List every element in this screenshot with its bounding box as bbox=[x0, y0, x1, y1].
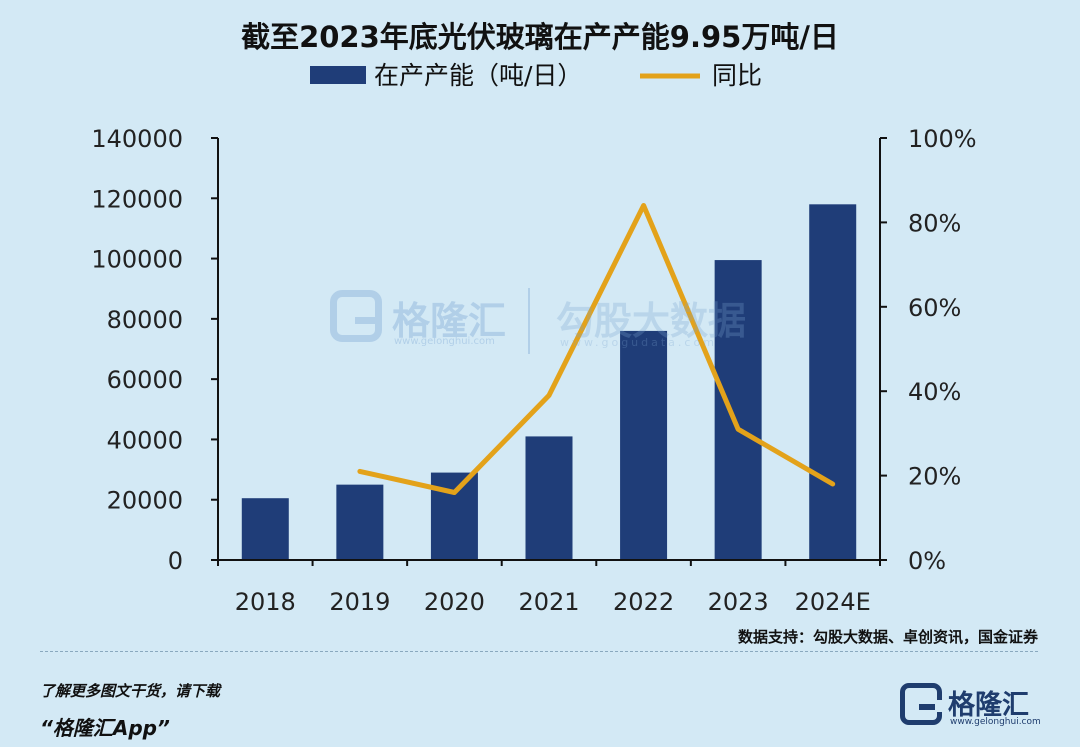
x-tick-label: 2019 bbox=[329, 588, 390, 616]
bar-2024E bbox=[809, 204, 857, 561]
legend-label-line: 同比 bbox=[712, 61, 762, 90]
bar-2020 bbox=[430, 472, 478, 560]
x-tick-label: 2021 bbox=[518, 588, 579, 616]
footer-url: www.gelonghui.com bbox=[950, 717, 1041, 727]
bar-2023 bbox=[714, 260, 762, 560]
left-tick-label: 60000 bbox=[107, 366, 183, 394]
gelonghui-logo-icon bbox=[900, 683, 942, 725]
footer-divider bbox=[40, 651, 1038, 652]
footer-logo: 格隆汇 www.gelonghui.com bbox=[900, 683, 1050, 733]
legend-swatch-bar bbox=[310, 66, 366, 84]
left-tick-label: 120000 bbox=[91, 185, 183, 213]
right-tick-label: 20% bbox=[908, 463, 961, 491]
bar-2018 bbox=[241, 498, 289, 560]
watermark-url-1: www.gelonghui.com bbox=[394, 336, 495, 347]
x-tick-label: 2020 bbox=[424, 588, 485, 616]
watermark-brand-2: 勾股大数据 bbox=[556, 299, 747, 343]
line-yoy bbox=[357, 203, 836, 495]
left-tick-label: 20000 bbox=[107, 487, 183, 515]
bar-2022 bbox=[620, 330, 668, 560]
right-tick-label: 100% bbox=[908, 125, 977, 153]
right-tick-label: 0% bbox=[908, 547, 946, 575]
watermark: 格隆汇 www.gelonghui.com 勾股大数据 www.gogudata… bbox=[330, 288, 770, 358]
source-note: 数据支持：勾股大数据、卓创资讯，国金证券 bbox=[737, 628, 1038, 646]
promo-text: 了解更多图文干货，请下载 bbox=[40, 682, 221, 700]
watermark-logo-icon bbox=[330, 290, 382, 342]
promo-app-name: “格隆汇App” bbox=[40, 716, 170, 740]
right-tick-label: 40% bbox=[908, 378, 961, 406]
right-tick-label: 80% bbox=[908, 209, 961, 237]
left-tick-label: 0 bbox=[168, 547, 183, 575]
legend-label-bar: 在产产能（吨/日） bbox=[374, 61, 582, 90]
watermark-separator bbox=[528, 288, 530, 354]
x-tick-label: 2024E bbox=[795, 588, 871, 616]
footer-brand: 格隆汇 bbox=[948, 690, 1029, 721]
left-tick-label: 40000 bbox=[107, 426, 183, 454]
chart-area: 在产产能（吨/日） 同比 0 20000 40000 60000 80000 100000 12… bbox=[91, 61, 977, 616]
right-tick-label: 60% bbox=[908, 294, 961, 322]
left-tick-label: 80000 bbox=[107, 306, 183, 334]
left-tick-label: 140000 bbox=[91, 125, 183, 153]
left-tick-label: 100000 bbox=[91, 246, 183, 274]
x-tick-label: 2023 bbox=[708, 588, 769, 616]
x-tick-label: 2018 bbox=[235, 588, 296, 616]
bar-2019 bbox=[336, 484, 384, 560]
chart-title: 截至2023年底光伏玻璃在产产能9.95万吨/日 bbox=[241, 20, 839, 54]
watermark-url-2: www.gogudata.com bbox=[560, 336, 717, 349]
watermark-brand-1: 格隆汇 bbox=[392, 299, 507, 343]
bar-2021 bbox=[525, 436, 573, 560]
x-tick-label: 2022 bbox=[613, 588, 674, 616]
